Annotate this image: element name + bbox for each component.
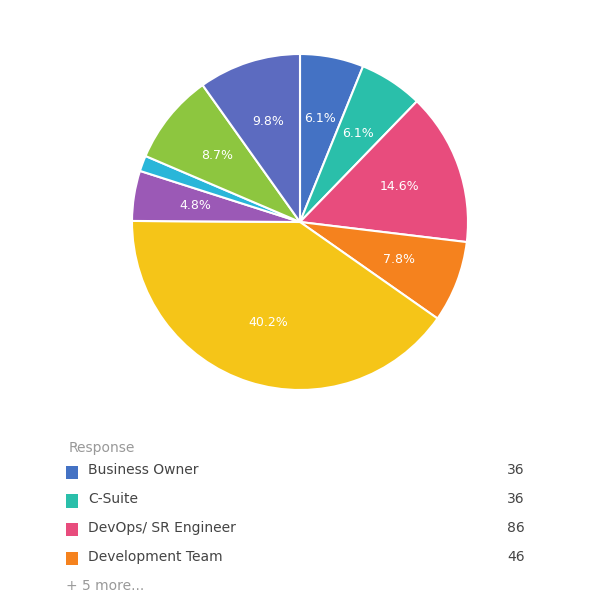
Text: DevOps/ SR Engineer: DevOps/ SR Engineer — [88, 521, 236, 535]
Text: 9.8%: 9.8% — [252, 115, 284, 128]
Text: + 5 more...: + 5 more... — [66, 578, 144, 593]
Text: 46: 46 — [508, 550, 525, 564]
Wedge shape — [203, 54, 300, 222]
Text: 8.7%: 8.7% — [202, 149, 233, 162]
Wedge shape — [300, 66, 417, 222]
Text: 36: 36 — [508, 492, 525, 506]
Wedge shape — [132, 221, 437, 390]
Text: 14.6%: 14.6% — [380, 180, 419, 193]
Wedge shape — [140, 156, 300, 222]
Text: 7.8%: 7.8% — [383, 253, 415, 266]
Wedge shape — [146, 85, 300, 222]
Text: C-Suite: C-Suite — [88, 492, 138, 506]
Wedge shape — [300, 222, 467, 319]
Text: 86: 86 — [507, 521, 525, 535]
Text: Business Owner: Business Owner — [88, 463, 199, 478]
Text: Response: Response — [69, 441, 136, 455]
Wedge shape — [300, 54, 363, 222]
Text: 36: 36 — [508, 463, 525, 478]
Text: Development Team: Development Team — [88, 550, 223, 564]
Wedge shape — [132, 171, 300, 222]
Text: 40.2%: 40.2% — [248, 316, 287, 329]
Text: 6.1%: 6.1% — [304, 112, 336, 125]
Wedge shape — [300, 101, 468, 242]
Text: 6.1%: 6.1% — [342, 127, 374, 140]
Text: 4.8%: 4.8% — [179, 199, 211, 212]
